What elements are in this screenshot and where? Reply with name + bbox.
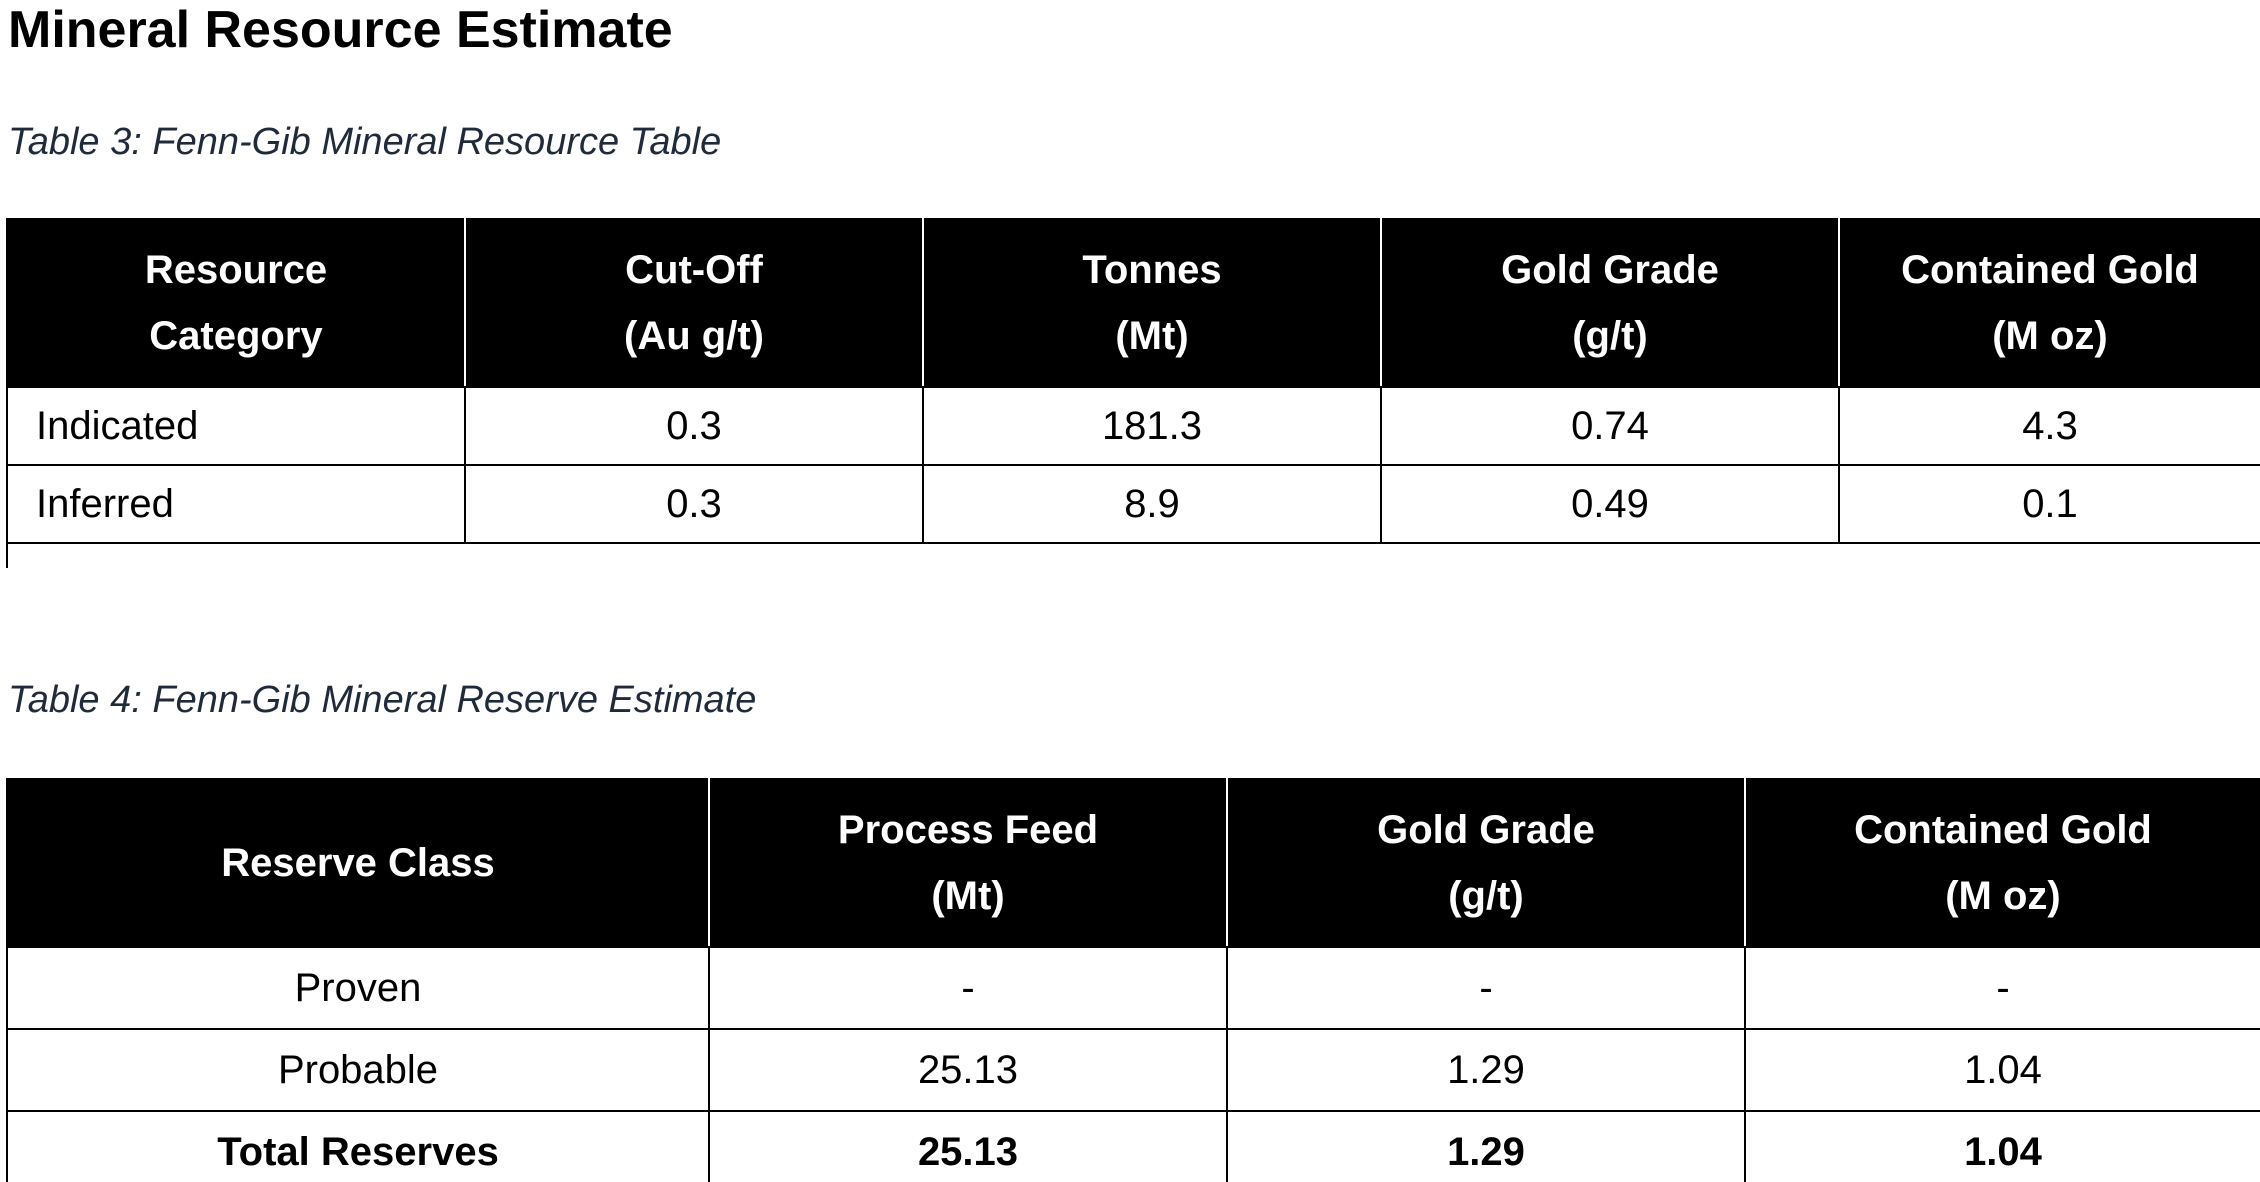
total-row: Total Reserves 25.13 1.29 1.04 — [6, 1110, 2260, 1182]
page-title: Mineral Resource Estimate — [8, 1, 673, 59]
table-cell: 0.74 — [1380, 386, 1840, 466]
table-row: Indicated 0.3 181.3 0.74 4.3 — [6, 386, 2260, 466]
table-cell: Proven — [6, 946, 710, 1030]
table-header-row: Reserve Class Process Feed (Mt) Gold Gra… — [6, 778, 2260, 948]
table-cell: 1.29 — [1226, 1110, 1746, 1182]
header-gold-grade: Gold Grade (g/t) — [1380, 218, 1840, 388]
header-resource-category: Resource Category — [6, 218, 466, 388]
table-cell: 0.3 — [464, 386, 924, 466]
table-cell: 1.04 — [1744, 1028, 2260, 1112]
table-cell: Indicated — [6, 386, 466, 466]
header-line: (M oz) — [1945, 874, 2061, 918]
table-cell: 0.49 — [1380, 464, 1840, 544]
table-cell: 8.9 — [922, 464, 1382, 544]
table-header-row: Resource Category Cut-Off (Au g/t) Tonne… — [6, 218, 2260, 388]
header-contained-gold: Contained Gold (M oz) — [1838, 218, 2260, 388]
header-line: (Mt) — [931, 874, 1005, 918]
header-line: (Mt) — [1115, 314, 1189, 358]
header-line: (g/t) — [1572, 314, 1648, 358]
table-row: Inferred 0.3 8.9 0.49 0.1 — [6, 464, 2260, 544]
header-line: Cut-Off — [625, 248, 763, 292]
header-line: (g/t) — [1448, 874, 1524, 918]
header-gold-grade: Gold Grade (g/t) — [1226, 778, 1746, 948]
header-line: Process Feed — [837, 808, 1099, 852]
table3-caption: Table 3: Fenn-Gib Mineral Resource Table — [8, 121, 722, 163]
header-line: Reserve Class — [221, 841, 495, 885]
table-cell: Inferred — [6, 464, 466, 544]
header-line: Category — [149, 314, 323, 358]
header-line: Resource — [144, 248, 328, 292]
table-row: Probable 25.13 1.29 1.04 — [6, 1028, 2260, 1112]
table-cell: - — [1744, 946, 2260, 1030]
table-cell: - — [1226, 946, 1746, 1030]
header-reserve-class: Reserve Class — [6, 778, 710, 948]
reserve-table: Reserve Class Process Feed (Mt) Gold Gra… — [6, 778, 2260, 1182]
header-contained-gold: Contained Gold (M oz) — [1744, 778, 2260, 948]
table-cell: 25.13 — [708, 1110, 1228, 1182]
table-cell: 4.3 — [1838, 386, 2260, 466]
header-line: Contained Gold — [1901, 248, 2199, 292]
table-cell: 0.1 — [1838, 464, 2260, 544]
header-line: (Au g/t) — [624, 314, 764, 358]
table4-caption: Table 4: Fenn-Gib Mineral Reserve Estima… — [8, 679, 757, 721]
resource-table: Resource Category Cut-Off (Au g/t) Tonne… — [6, 218, 2260, 544]
header-cut-off: Cut-Off (Au g/t) — [464, 218, 924, 388]
header-tonnes: Tonnes (Mt) — [922, 218, 1382, 388]
table-cell: - — [708, 946, 1228, 1030]
table-cell: 1.04 — [1744, 1110, 2260, 1182]
table-cell: 1.29 — [1226, 1028, 1746, 1112]
table-cell: 0.3 — [464, 464, 924, 544]
table-cell: Probable — [6, 1028, 710, 1112]
header-line: (M oz) — [1992, 314, 2108, 358]
table-border-stub — [6, 542, 8, 568]
header-line: Tonnes — [1082, 248, 1222, 292]
table-cell: 181.3 — [922, 386, 1382, 466]
table-cell: 25.13 — [708, 1028, 1228, 1112]
header-process-feed: Process Feed (Mt) — [708, 778, 1228, 948]
header-line: Gold Grade — [1501, 248, 1719, 292]
table-cell: Total Reserves — [6, 1110, 710, 1182]
header-line: Gold Grade — [1377, 808, 1595, 852]
table-row: Proven - - - — [6, 946, 2260, 1030]
header-line: Contained Gold — [1854, 808, 2152, 852]
